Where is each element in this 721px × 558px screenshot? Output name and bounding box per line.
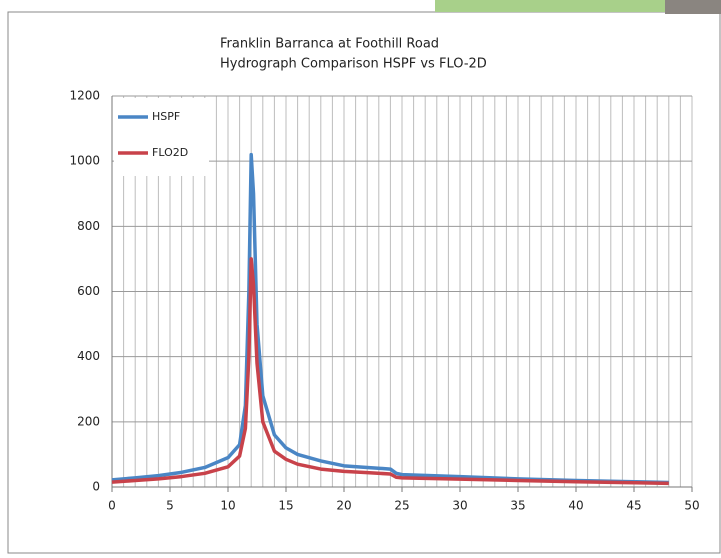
header-strip xyxy=(435,0,665,12)
y-tick-label: 0 xyxy=(92,480,100,494)
x-tick-label: 25 xyxy=(394,499,409,513)
x-tick-label: 15 xyxy=(278,499,293,513)
y-tick-label: 400 xyxy=(77,349,100,363)
x-tick-label: 40 xyxy=(568,499,583,513)
legend-box xyxy=(114,98,209,176)
y-tick-label: 1200 xyxy=(69,89,100,103)
x-tick-label: 10 xyxy=(220,499,235,513)
legend-label: FLO2D xyxy=(152,146,188,159)
y-tick-label: 800 xyxy=(77,219,100,233)
x-tick-label: 45 xyxy=(626,499,641,513)
y-tick-label: 200 xyxy=(77,414,100,428)
x-tick-label: 20 xyxy=(336,499,351,513)
chart-title: Franklin Barranca at Foothill Road xyxy=(220,37,439,52)
header-photo xyxy=(665,0,721,14)
series-line xyxy=(111,257,669,486)
x-tick-label: 0 xyxy=(108,499,116,513)
x-tick-label: 35 xyxy=(510,499,525,513)
chart-subtitle: Hydrograph Comparison HSPF vs FLO-2D xyxy=(220,57,487,72)
x-tick-label: 5 xyxy=(166,499,174,513)
series-line xyxy=(111,152,669,485)
y-tick-label: 600 xyxy=(77,284,100,298)
x-tick-label: 50 xyxy=(684,499,699,513)
x-tick-label: 30 xyxy=(452,499,467,513)
legend-label: HSPF xyxy=(152,110,180,123)
y-tick-label: 1000 xyxy=(69,154,100,168)
